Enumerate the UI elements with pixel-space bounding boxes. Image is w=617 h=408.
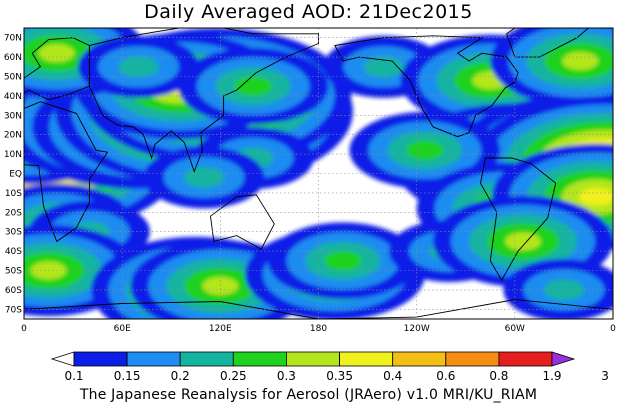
colorbar-label: 0.8 — [489, 369, 508, 383]
map-panel: 70N 60N 50N 40N 30N 20N 10N EQ 10S 20S 30S 40S 50S 60… — [4, 27, 616, 334]
colorbar-swatch — [392, 351, 447, 367]
colorbar-swatch — [445, 351, 500, 367]
coastline-greenland — [506, 28, 590, 58]
footer-credit: The Japanese Reanalysis for Aerosol (JRA… — [79, 387, 538, 403]
lat-label: 40N — [4, 92, 22, 102]
lon-label: 60W — [505, 324, 525, 334]
colorbar-label: 0.1 — [64, 369, 83, 383]
map-title: Daily Averaged AOD: 21Dec2015 — [144, 1, 473, 23]
aod-plume-11-level-2 — [363, 56, 405, 78]
colorbar-label: 0.35 — [326, 369, 353, 383]
colorbar-label: 0.6 — [436, 369, 455, 383]
colorbar: 0.1 0.15 0.2 0.25 0.3 0.35 0.4 0.6 0.8 1.9 3 — [50, 351, 609, 383]
aod-plume-13-level-4 — [562, 51, 599, 71]
colorbar-swatch — [50, 351, 75, 367]
lon-label: 0 — [21, 324, 27, 334]
map-frame — [23, 27, 614, 320]
colorbar-label: 0.15 — [114, 369, 141, 383]
lat-label: 60S — [5, 286, 22, 296]
lon-label: 120E — [209, 324, 232, 334]
lat-label: 20N — [4, 131, 22, 141]
colorbar-label: 3 — [601, 369, 609, 383]
colorbar-swatch — [179, 351, 234, 367]
colorbar-swatch — [498, 351, 553, 367]
colorbar-swatch — [551, 351, 576, 367]
lat-label: 30N — [4, 111, 22, 121]
colorbar-swatch — [232, 351, 287, 367]
coastline-europe — [24, 37, 90, 101]
lat-label: 70S — [5, 305, 22, 315]
lat-label: 10N — [4, 150, 22, 160]
lat-label: 60N — [4, 53, 22, 63]
coastlines — [24, 28, 613, 319]
colorbar-label: 1.9 — [542, 369, 561, 383]
lat-label: 70N — [4, 34, 22, 44]
aod-plume-17-level-3 — [406, 140, 444, 160]
coastline-africa — [24, 101, 109, 243]
aod-field — [24, 28, 613, 319]
aod-plume-19-level-2 — [183, 167, 225, 188]
lon-label: 60E — [114, 324, 131, 334]
coastline-south-america — [480, 157, 557, 282]
lon-label: 180 — [310, 324, 327, 334]
lat-label: 20S — [5, 208, 22, 218]
coastline-north-america — [334, 35, 519, 138]
coastline-antarctica — [24, 299, 613, 319]
gridlines — [24, 28, 613, 319]
lat-label: 40S — [5, 247, 22, 257]
colorbar-label: 0.25 — [220, 369, 247, 383]
aod-plume-8-level-3 — [234, 76, 272, 96]
lon-label: 120W — [404, 324, 430, 334]
lat-label: 10S — [5, 189, 22, 199]
aod-plumes — [24, 28, 613, 319]
lat-label: 50N — [4, 73, 22, 83]
aod-plume-26-level-4 — [202, 276, 239, 296]
coastline-asia — [88, 28, 319, 173]
aod-plume-9-level-4 — [38, 44, 75, 63]
colorbar-swatch — [126, 351, 181, 367]
colorbar-swatch — [285, 351, 340, 367]
latitude-labels: 70N 60N 50N 40N 30N 20N 10N EQ 10S 20S 30S 40S 50S 60… — [4, 34, 22, 316]
colorbar-label: 0.4 — [383, 369, 402, 383]
colorbar-swatch — [73, 351, 128, 367]
lon-label: 0 — [610, 324, 616, 334]
aod-plume-21-level-5 — [579, 188, 613, 206]
lat-label: 30S — [5, 228, 22, 238]
colorbar-label: 0.2 — [171, 369, 190, 383]
aod-plume-30-level-4 — [505, 232, 541, 251]
longitude-labels: 0 60E 120E 180 120W 60W 0 — [21, 324, 616, 334]
aod-plume-31-level-2 — [543, 279, 585, 301]
aod-plume-28-level-3 — [324, 251, 362, 271]
lat-label: 50S — [5, 267, 22, 277]
aod-plume-10-level-2 — [118, 56, 159, 78]
coastline-australia — [210, 194, 275, 250]
colorbar-swatch — [339, 351, 394, 367]
colorbar-label: 0.3 — [277, 369, 296, 383]
lat-label: EQ — [9, 170, 22, 180]
